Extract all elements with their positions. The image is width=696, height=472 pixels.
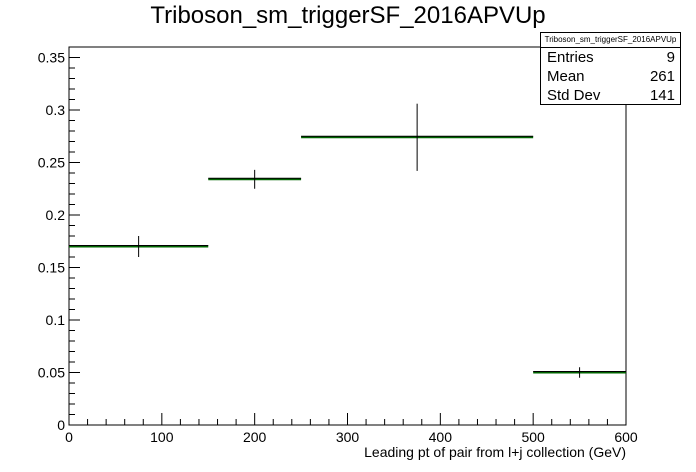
- x-tick-label: 500: [521, 429, 545, 445]
- x-tick-label: 200: [243, 429, 267, 445]
- y-tick-label: 0.25: [38, 155, 65, 171]
- histogram-bin: [533, 367, 626, 378]
- x-axis-title: Leading pt of pair from l+j collection (…: [364, 444, 626, 460]
- stats-header: Triboson_sm_triggerSF_2016APVUp: [541, 33, 680, 48]
- y-tick-label: 0.1: [46, 312, 66, 328]
- x-tick-label: 300: [336, 429, 360, 445]
- stats-mean-label: Mean: [547, 68, 585, 85]
- histogram-bin: [69, 236, 209, 257]
- stats-stddev-value: 141: [649, 87, 675, 104]
- y-tick-label: 0.2: [46, 207, 66, 223]
- stats-stddev-label: Std Dev: [547, 87, 601, 104]
- y-tick-label: 0.35: [38, 50, 65, 66]
- y-tick-label: 0: [57, 417, 65, 433]
- stats-box: Triboson_sm_triggerSF_2016APVUp Entries …: [540, 32, 681, 105]
- histogram-bin: [208, 169, 302, 189]
- x-tick-label: 600: [614, 429, 638, 445]
- stats-entries-label: Entries: [547, 49, 594, 66]
- stats-mean-row: Mean 261: [541, 67, 680, 86]
- stats-entries-value: 9: [666, 49, 675, 66]
- stats-mean-value: 261: [649, 68, 675, 85]
- y-tick-label: 0.15: [38, 260, 65, 276]
- chart-title: Triboson_sm_triggerSF_2016APVUp: [150, 2, 546, 29]
- x-tick-label: 0: [65, 429, 73, 445]
- x-tick-label: 100: [150, 429, 174, 445]
- stats-entries-row: Entries 9: [541, 48, 680, 67]
- stats-stddev-row: Std Dev 141: [541, 86, 680, 105]
- y-tick-label: 0.3: [46, 102, 66, 118]
- histogram-bin: [301, 103, 534, 171]
- x-tick-label: 400: [429, 429, 453, 445]
- y-tick-label: 0.05: [38, 365, 65, 381]
